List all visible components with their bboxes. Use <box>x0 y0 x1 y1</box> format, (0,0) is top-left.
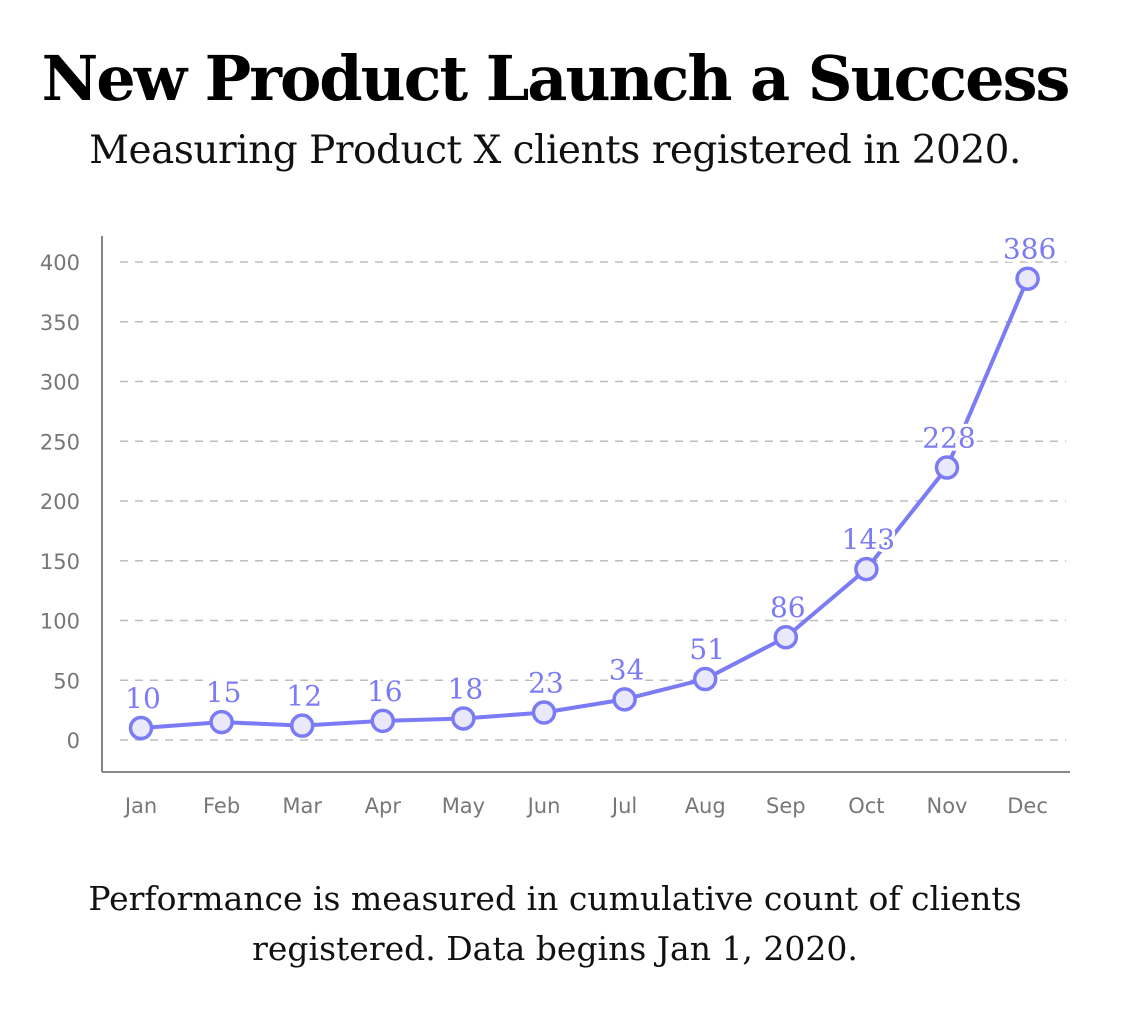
chart-subtitle: Measuring Product X clients registered i… <box>89 128 1021 173</box>
data-label: 10 <box>125 682 161 715</box>
x-tick-label: Jan <box>123 794 157 818</box>
data-point <box>692 666 718 692</box>
data-points <box>128 266 1040 741</box>
chart-footnote: Performance is measured in cumulative co… <box>0 874 1110 974</box>
axes <box>101 236 1070 773</box>
data-labels: 10 15 12 16 18 23 34 51 86 143 228 386 <box>122 230 1059 718</box>
y-tick-label: 300 <box>40 371 80 395</box>
series-line-group <box>139 276 1030 731</box>
data-point <box>531 700 557 725</box>
y-tick-label: 150 <box>40 550 80 574</box>
data-label: 16 <box>367 675 403 708</box>
x-tick-label: Mar <box>282 794 322 818</box>
y-tick-label: 50 <box>53 669 80 693</box>
x-tick-label: May <box>442 794 485 818</box>
data-label: 15 <box>206 676 242 709</box>
data-point <box>209 709 234 735</box>
x-tick-label: Feb <box>203 794 240 818</box>
data-point <box>128 715 154 741</box>
x-tick-label: Oct <box>848 794 884 818</box>
data-label: 386 <box>1003 233 1056 266</box>
x-tick-labels: Jan Feb Mar Apr May Jun Jul Aug Sep Oct Nov Dec <box>123 794 1048 818</box>
data-point <box>1015 266 1040 291</box>
data-label: 228 <box>922 422 975 455</box>
chart-title: New Product Launch a Success <box>41 42 1071 115</box>
y-tick-label: 250 <box>40 430 80 454</box>
x-tick-label: Dec <box>1007 794 1048 818</box>
y-tick-label: 350 <box>40 311 80 335</box>
line-chart: 0 50 100 150 200 250 300 350 400 Jan Feb Mar Apr May… <box>40 230 1070 818</box>
data-label: 23 <box>528 667 564 700</box>
data-point <box>451 706 476 731</box>
data-label: 12 <box>286 680 322 713</box>
data-label: 86 <box>770 591 806 624</box>
x-tick-label: Aug <box>685 794 726 818</box>
data-point <box>854 556 879 582</box>
y-tick-labels: 0 50 100 150 200 250 300 350 400 <box>40 251 80 753</box>
data-point <box>612 687 637 712</box>
x-tick-label: Apr <box>365 794 402 818</box>
x-tick-label: Sep <box>766 794 806 818</box>
y-tick-label: 200 <box>40 490 80 514</box>
x-tick-label: Jul <box>610 794 637 818</box>
y-tick-label: 0 <box>67 729 80 753</box>
data-label: 143 <box>842 523 895 556</box>
data-label: 18 <box>448 672 484 705</box>
data-label: 34 <box>609 653 645 686</box>
gridlines <box>120 261 1066 741</box>
data-point <box>773 624 799 650</box>
series-line <box>139 276 1030 731</box>
y-tick-label: 100 <box>40 610 80 634</box>
data-point <box>934 455 960 480</box>
data-label: 51 <box>689 633 725 666</box>
y-tick-label: 400 <box>40 251 80 275</box>
data-point <box>289 713 315 738</box>
x-tick-label: Jun <box>526 794 561 818</box>
footnote-line-2: registered. Data begins Jan 1, 2020. <box>252 929 858 968</box>
x-tick-label: Nov <box>927 794 968 818</box>
footnote-line-1: Performance is measured in cumulative co… <box>88 879 1022 918</box>
data-point <box>370 708 396 734</box>
